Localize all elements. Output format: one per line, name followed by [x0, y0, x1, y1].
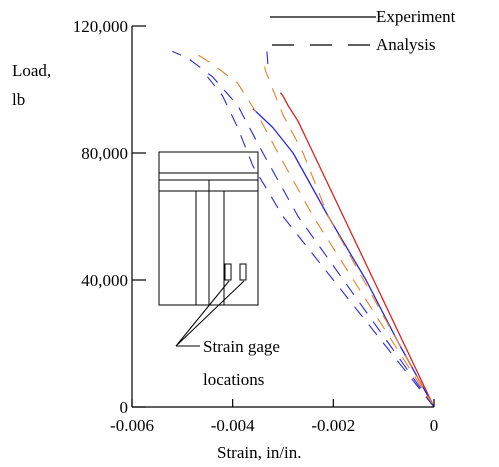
y-tick-label-3: 120,000 — [73, 17, 128, 36]
strain-gage-marker-2 — [239, 263, 247, 281]
callout-leader-1 — [175, 280, 230, 347]
strain-gage-marker-1 — [224, 263, 232, 281]
strain-gage-callout-line-2: locations — [203, 370, 264, 389]
x-tick-label-2: -0.002 — [311, 416, 355, 435]
experiment-series-line-0 — [279, 92, 435, 408]
analysis-series-line-2 — [172, 50, 435, 408]
y-tick-label-1: 40,000 — [81, 271, 128, 290]
x-tick-label-3: 0 — [430, 416, 439, 435]
legend-label-analysis: Analysis — [376, 35, 436, 54]
x-axis-label: Strain, in/in. — [217, 443, 302, 462]
analysis-series-line-6 — [266, 51, 269, 65]
y-tick-label-0: 0 — [120, 398, 129, 417]
analysis-series-line-5 — [207, 76, 435, 408]
analysis-series-line-4 — [262, 57, 435, 408]
legend: Experiment Analysis — [270, 7, 456, 54]
x-tick-label-1: -0.004 — [211, 416, 255, 435]
legend-label-experiment: Experiment — [376, 7, 456, 26]
y-axis-label-line-2: lb — [12, 90, 25, 109]
y-axis-label-line-1: Load, — [12, 61, 51, 80]
strain-gage-inset-diagram — [158, 151, 259, 347]
experiment-series-line-1 — [252, 108, 435, 408]
analysis-series-line-3 — [192, 50, 435, 408]
ticks-layer: 0 40,000 80,000 120,000 -0.006 -0.004 -0.002 0 — [73, 17, 439, 435]
y-tick-label-2: 80,000 — [81, 144, 128, 163]
strain-gage-callout-line-1: Strain gage — [203, 337, 280, 356]
callout-leader-2 — [175, 280, 245, 347]
x-tick-label-0: -0.006 — [110, 416, 154, 435]
series-layer — [172, 50, 435, 408]
